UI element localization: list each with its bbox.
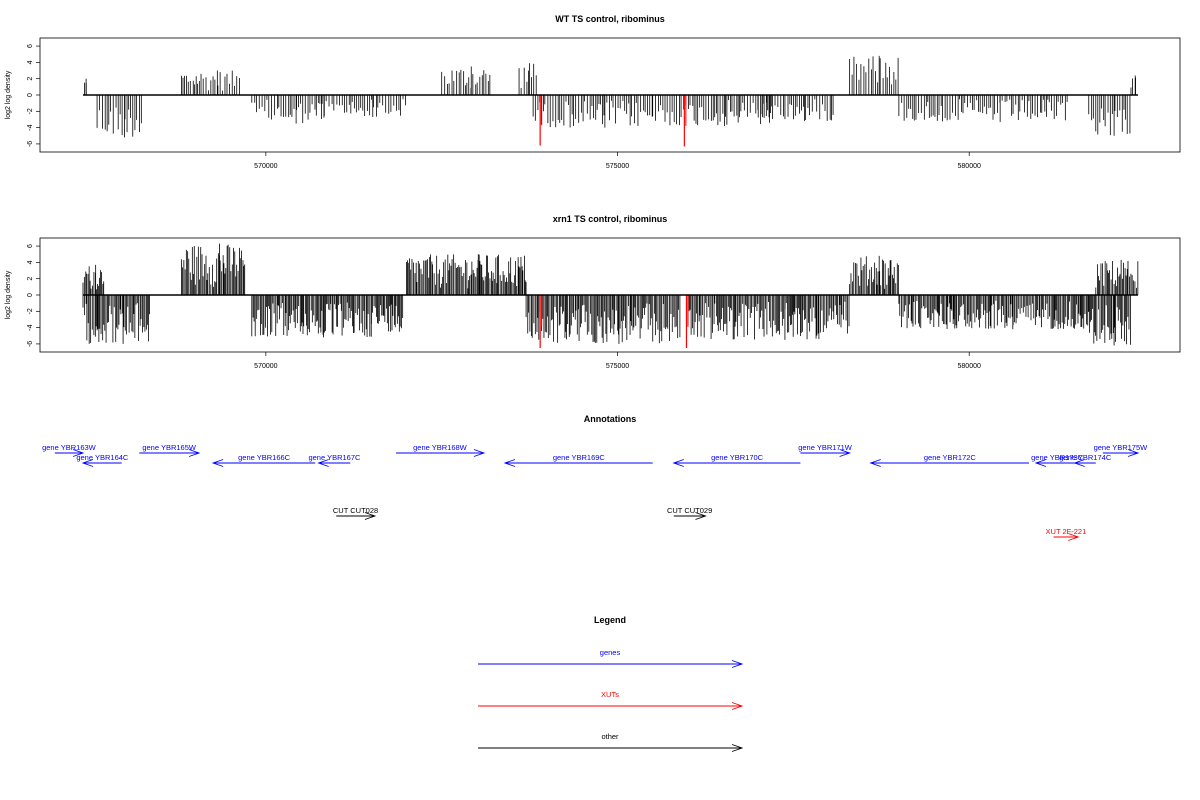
feature-label: gene YBR164C xyxy=(76,453,129,462)
y-tick-label: -4 xyxy=(27,324,34,330)
feature-arrow xyxy=(672,459,801,467)
feature-arrow xyxy=(395,449,486,457)
y-tick-label: 6 xyxy=(27,244,34,248)
feature-label: gene YBR173C xyxy=(1031,453,1084,462)
panel-title: xrn1 TS control, ribominus xyxy=(553,214,668,224)
feature-label: gene YBR168W xyxy=(413,443,468,452)
track-panel-2: xrn1 TS control, ribominus -6 -4 -2 0 2 4 6 log2… xyxy=(5,214,1181,370)
feature-arrow xyxy=(1034,459,1079,467)
y-tick-label: 6 xyxy=(27,44,34,48)
feature-arrow xyxy=(503,459,653,467)
feature-arrow xyxy=(139,449,201,457)
x-tick-label: 580000 xyxy=(958,163,981,170)
feature-arrow xyxy=(673,512,707,520)
feature-arrow xyxy=(869,459,1029,467)
panel-title: WT TS control, ribominus xyxy=(555,14,665,24)
feature-label: gene YBR169C xyxy=(553,453,606,462)
feature-label: gene YBR166C xyxy=(238,453,291,462)
annotations-title: Annotations xyxy=(584,414,637,424)
feature-arrow xyxy=(1073,459,1096,467)
y-tick-label: 2 xyxy=(27,77,34,81)
feature-label: gene YBR170C xyxy=(711,453,764,462)
feature-label: gene YBR165W xyxy=(142,443,197,452)
feature-arrow xyxy=(317,459,351,467)
x-tick-label: 570000 xyxy=(254,163,277,170)
feature-label: gene YBR175W xyxy=(1094,443,1149,452)
feature-label: XUT 2F-221 xyxy=(1046,527,1087,536)
y-tick-label: 4 xyxy=(27,60,34,64)
feature-arrow xyxy=(1053,533,1080,541)
legend-label: genes xyxy=(600,648,621,657)
legend-label: other xyxy=(601,732,619,741)
legend-label: XUTs xyxy=(601,690,619,699)
feature-arrow xyxy=(54,449,85,457)
track-panel-1: WT TS control, ribominus -6 -4 -2 0 2 4 6 log2 l… xyxy=(5,14,1181,170)
feature-arrow xyxy=(336,512,377,520)
feature-arrow xyxy=(1102,449,1140,457)
y-tick-label: -4 xyxy=(27,124,34,130)
feature-label: gene YBR163W xyxy=(42,443,97,452)
x-tick-label: 580000 xyxy=(958,363,981,370)
legend-arrow xyxy=(478,660,744,668)
y-tick-label: 0 xyxy=(27,293,34,297)
x-tick-label: 575000 xyxy=(606,163,629,170)
feature-label: CUT CUT028 xyxy=(333,506,378,515)
y-tick-label: 0 xyxy=(27,93,34,97)
feature-arrow xyxy=(211,459,316,467)
y-tick-label: -6 xyxy=(27,141,34,147)
y-axis-label: log2 log density xyxy=(5,70,12,119)
density-bars xyxy=(84,55,1136,138)
feature-arrow xyxy=(800,449,851,457)
legend-title: Legend xyxy=(594,615,626,625)
legend: Legend genes XUTs other xyxy=(478,615,744,752)
feature-label: CUT CUT029 xyxy=(667,506,712,515)
feature-label: gene YBR172C xyxy=(924,453,977,462)
y-axis-label: log2 log density xyxy=(5,270,12,319)
y-tick-label: 2 xyxy=(27,277,34,281)
feature-arrow xyxy=(81,459,122,467)
legend-arrow xyxy=(478,744,744,752)
y-tick-label: 4 xyxy=(27,260,34,264)
legend-arrow xyxy=(478,702,744,710)
x-tick-label: 575000 xyxy=(606,363,629,370)
feature-label: gene YBR171W xyxy=(798,443,853,452)
x-tick-label: 570000 xyxy=(254,363,277,370)
feature-label: gene YBR167C xyxy=(308,453,361,462)
feature-label: gene YBR174C xyxy=(1059,453,1112,462)
y-tick-label: -2 xyxy=(27,308,34,314)
density-bars xyxy=(82,243,1139,346)
y-tick-label: -6 xyxy=(27,341,34,347)
y-tick-label: -2 xyxy=(27,108,34,114)
